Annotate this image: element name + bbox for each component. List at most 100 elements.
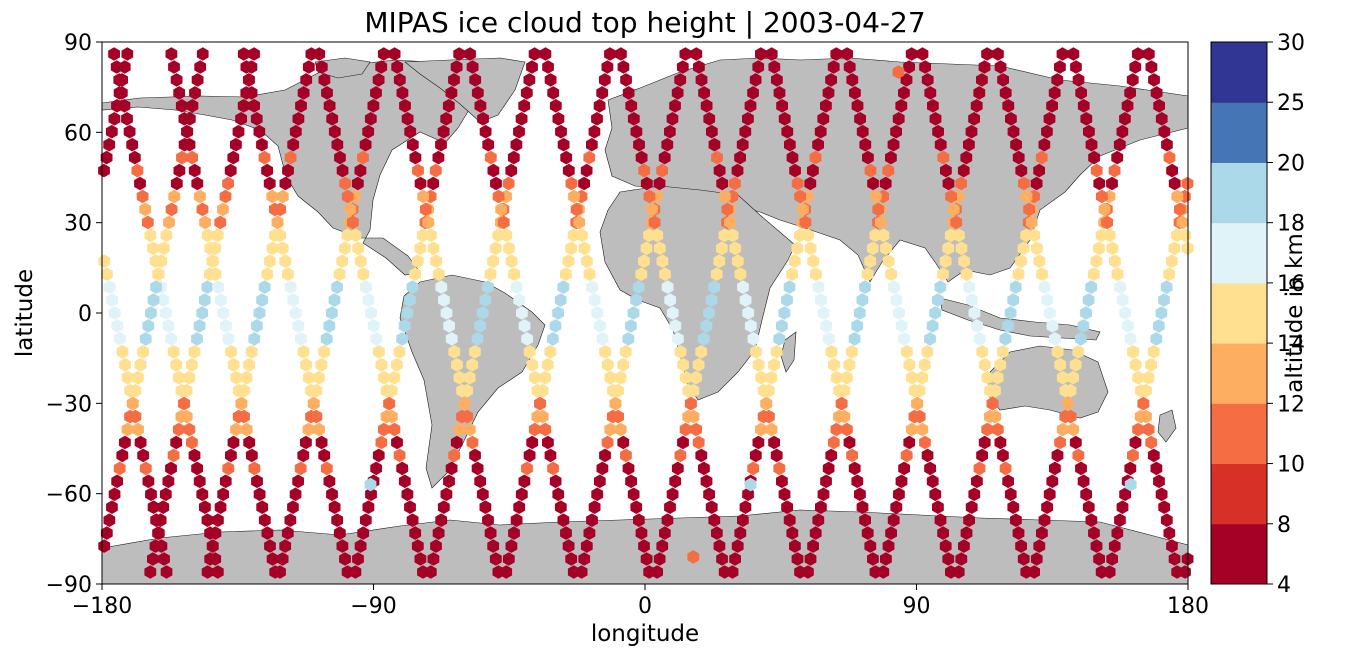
observation-marker — [1002, 474, 1014, 489]
observation-marker — [111, 99, 123, 113]
observation-marker — [921, 345, 934, 359]
observation-marker — [1025, 215, 1038, 230]
observation-marker — [843, 358, 856, 372]
observation-marker — [781, 500, 793, 514]
observation-marker — [804, 241, 817, 256]
observation-marker — [893, 487, 905, 502]
observation-marker — [625, 99, 638, 113]
observation-marker — [165, 461, 177, 476]
observation-marker — [648, 215, 661, 230]
observation-marker — [1090, 163, 1103, 178]
observation-marker — [776, 99, 788, 113]
observation-marker — [695, 345, 708, 359]
observation-marker — [448, 345, 461, 359]
observation-marker — [856, 293, 869, 307]
observation-marker — [464, 47, 476, 61]
observation-marker — [409, 526, 422, 540]
observation-marker — [377, 47, 390, 61]
observation-marker — [137, 448, 150, 463]
observation-marker — [1127, 345, 1139, 359]
observation-marker — [887, 513, 900, 527]
colorbar-tick-label: 30 — [1277, 31, 1305, 56]
observation-marker — [1116, 500, 1129, 514]
observation-marker — [323, 474, 336, 489]
observation-marker — [659, 267, 671, 281]
observation-marker — [599, 345, 611, 359]
observation-marker — [630, 500, 643, 514]
observation-marker — [185, 358, 198, 372]
observation-marker — [601, 435, 614, 450]
observation-marker — [788, 254, 801, 268]
observation-marker — [198, 293, 211, 307]
observation-marker — [708, 513, 721, 527]
observation-marker — [393, 448, 406, 463]
observation-marker — [516, 306, 528, 320]
observation-marker — [119, 435, 131, 450]
observation-marker — [409, 150, 422, 165]
observation-marker — [588, 500, 601, 514]
observation-marker — [1080, 306, 1092, 320]
observation-marker — [274, 565, 286, 579]
observation-marker — [900, 345, 913, 359]
observation-marker — [1020, 189, 1033, 204]
observation-marker — [1142, 422, 1155, 437]
observation-marker — [1153, 99, 1165, 113]
observation-marker — [578, 176, 590, 191]
observation-marker — [684, 396, 697, 411]
observation-marker — [367, 99, 380, 113]
observation-marker — [926, 474, 939, 489]
observation-marker — [627, 306, 640, 320]
observation-marker — [960, 267, 973, 281]
observation-marker — [1132, 370, 1145, 385]
observation-marker — [1106, 241, 1119, 256]
observation-marker — [1093, 552, 1105, 566]
observation-marker — [771, 73, 783, 87]
observation-marker — [121, 112, 133, 126]
observation-marker — [477, 112, 489, 126]
observation-marker — [404, 293, 416, 307]
observation-marker — [217, 306, 230, 320]
observation-marker — [614, 370, 627, 385]
observation-marker — [960, 526, 973, 540]
observation-marker — [934, 280, 947, 294]
observation-marker — [375, 60, 388, 74]
observation-marker — [437, 124, 450, 139]
observation-marker — [1119, 306, 1132, 320]
observation-marker — [1145, 435, 1158, 450]
observation-marker — [526, 60, 538, 74]
colorbar-bin — [1211, 42, 1267, 103]
observation-marker — [864, 539, 877, 553]
observation-marker — [568, 189, 580, 204]
observation-marker — [747, 86, 759, 100]
observation-marker — [1067, 47, 1080, 61]
observation-marker — [900, 448, 913, 463]
observation-marker — [718, 189, 731, 204]
observation-marker — [736, 137, 749, 152]
observation-marker — [786, 526, 799, 540]
observation-marker — [1033, 163, 1045, 178]
observation-marker — [144, 228, 157, 243]
observation-marker — [292, 474, 304, 489]
observation-marker — [121, 47, 134, 61]
observation-marker — [347, 215, 359, 230]
observation-marker — [515, 112, 528, 126]
observation-marker — [994, 358, 1007, 372]
colorbar-tick-label: 16 — [1277, 272, 1305, 297]
observation-marker — [253, 487, 266, 502]
observation-marker — [1132, 422, 1144, 437]
observation-marker — [632, 280, 645, 294]
observation-marker — [809, 526, 822, 540]
observation-marker — [825, 448, 838, 463]
observation-marker — [435, 513, 448, 527]
observation-marker — [323, 99, 336, 113]
observation-marker — [721, 202, 734, 217]
observation-marker — [1147, 448, 1160, 463]
observation-marker — [276, 189, 289, 204]
observation-marker — [827, 60, 840, 74]
observation-marker — [739, 293, 752, 307]
observation-marker — [596, 332, 609, 346]
observation-marker — [708, 280, 720, 294]
observation-marker — [851, 99, 864, 113]
observation-marker — [503, 241, 515, 256]
observation-marker — [693, 60, 705, 74]
